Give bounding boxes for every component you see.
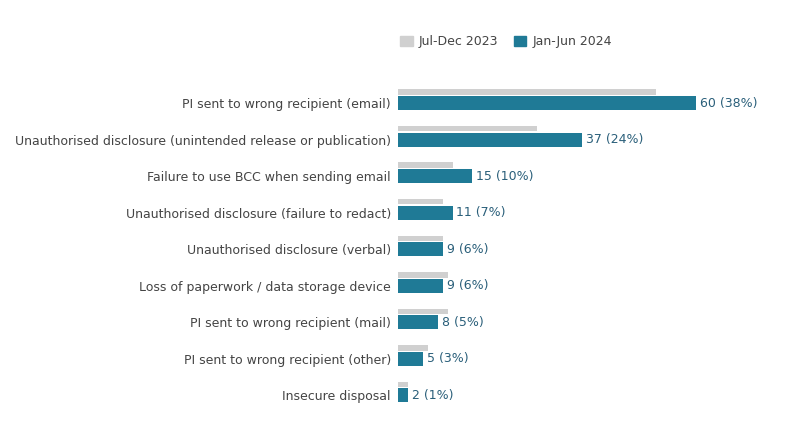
- Bar: [398, 199, 442, 204]
- Bar: [398, 162, 453, 168]
- Bar: [398, 279, 442, 293]
- Bar: [398, 242, 442, 256]
- Text: 15 (10%): 15 (10%): [476, 170, 534, 183]
- Bar: [398, 382, 408, 387]
- Text: 37 (24%): 37 (24%): [586, 133, 643, 146]
- Bar: [398, 132, 582, 147]
- Bar: [398, 345, 428, 351]
- Bar: [398, 236, 442, 241]
- Bar: [398, 388, 408, 402]
- Legend: Jul-Dec 2023, Jan-Jun 2024: Jul-Dec 2023, Jan-Jun 2024: [400, 35, 612, 48]
- Bar: [398, 169, 472, 183]
- Bar: [398, 352, 422, 366]
- Bar: [398, 315, 438, 329]
- Text: 11 (7%): 11 (7%): [457, 206, 506, 219]
- Text: 2 (1%): 2 (1%): [412, 389, 454, 402]
- Bar: [398, 272, 447, 278]
- Bar: [398, 206, 453, 220]
- Text: 5 (3%): 5 (3%): [426, 352, 468, 365]
- Bar: [398, 126, 537, 131]
- Bar: [398, 96, 696, 110]
- Text: 8 (5%): 8 (5%): [442, 316, 483, 329]
- Text: 9 (6%): 9 (6%): [446, 279, 488, 292]
- Bar: [398, 309, 447, 314]
- Text: 60 (38%): 60 (38%): [700, 97, 757, 110]
- Text: 9 (6%): 9 (6%): [446, 243, 488, 256]
- Bar: [398, 89, 656, 95]
